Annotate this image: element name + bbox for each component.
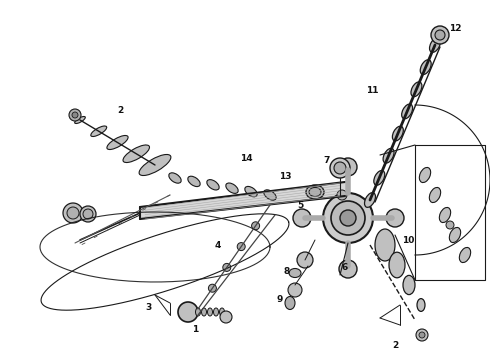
Circle shape <box>416 329 428 341</box>
Circle shape <box>293 209 311 227</box>
Circle shape <box>251 222 260 230</box>
Ellipse shape <box>188 176 200 186</box>
Text: 10: 10 <box>402 235 414 244</box>
Ellipse shape <box>365 193 375 207</box>
Ellipse shape <box>389 252 405 278</box>
Ellipse shape <box>402 104 413 119</box>
Circle shape <box>331 201 365 235</box>
Circle shape <box>334 162 346 174</box>
Ellipse shape <box>419 167 431 183</box>
Circle shape <box>341 211 355 225</box>
Ellipse shape <box>449 228 461 243</box>
Ellipse shape <box>306 185 324 199</box>
Text: 1: 1 <box>192 325 198 334</box>
Circle shape <box>446 221 454 229</box>
Ellipse shape <box>411 82 422 96</box>
Circle shape <box>80 206 96 222</box>
Text: 6: 6 <box>342 264 348 273</box>
Text: 5: 5 <box>297 201 303 210</box>
Circle shape <box>237 243 245 251</box>
Circle shape <box>220 311 232 323</box>
Text: 4: 4 <box>215 240 221 249</box>
Circle shape <box>67 207 79 219</box>
Ellipse shape <box>196 308 200 316</box>
Ellipse shape <box>430 38 441 52</box>
Circle shape <box>386 209 404 227</box>
Ellipse shape <box>417 298 425 311</box>
Circle shape <box>178 302 198 322</box>
Ellipse shape <box>74 117 85 123</box>
Text: 7: 7 <box>324 156 330 165</box>
Text: 13: 13 <box>279 171 291 180</box>
Circle shape <box>340 210 356 226</box>
Text: 8: 8 <box>284 267 290 276</box>
Circle shape <box>223 264 231 271</box>
Circle shape <box>63 203 83 223</box>
Circle shape <box>339 158 357 176</box>
Ellipse shape <box>264 190 276 200</box>
Circle shape <box>431 26 449 44</box>
Circle shape <box>208 284 217 292</box>
Text: 14: 14 <box>240 153 252 162</box>
Ellipse shape <box>403 275 415 294</box>
Circle shape <box>330 158 350 178</box>
Circle shape <box>419 332 425 338</box>
Circle shape <box>323 193 373 243</box>
Text: 2: 2 <box>392 341 398 350</box>
Text: 12: 12 <box>449 23 461 32</box>
Ellipse shape <box>392 126 403 141</box>
Ellipse shape <box>207 180 219 190</box>
Ellipse shape <box>285 297 295 310</box>
Ellipse shape <box>201 308 206 316</box>
Ellipse shape <box>207 308 213 316</box>
Circle shape <box>288 283 302 297</box>
Text: 11: 11 <box>366 86 378 95</box>
Ellipse shape <box>107 135 128 149</box>
Circle shape <box>334 204 362 232</box>
Circle shape <box>83 209 93 219</box>
Ellipse shape <box>220 308 224 316</box>
Ellipse shape <box>123 145 149 162</box>
Ellipse shape <box>375 229 395 261</box>
Ellipse shape <box>374 171 385 185</box>
Ellipse shape <box>289 269 301 278</box>
Ellipse shape <box>214 308 219 316</box>
Text: 3: 3 <box>145 303 151 312</box>
Text: 9: 9 <box>277 296 283 305</box>
Ellipse shape <box>440 207 451 222</box>
Circle shape <box>326 196 370 240</box>
Circle shape <box>435 30 445 40</box>
Text: 2: 2 <box>117 105 123 114</box>
Circle shape <box>337 190 347 200</box>
Ellipse shape <box>309 188 321 197</box>
Ellipse shape <box>91 126 107 136</box>
Ellipse shape <box>245 186 257 197</box>
Circle shape <box>339 260 357 278</box>
Ellipse shape <box>139 154 171 176</box>
Circle shape <box>72 112 78 118</box>
Ellipse shape <box>420 60 431 75</box>
Polygon shape <box>140 182 345 219</box>
Ellipse shape <box>226 183 238 193</box>
Ellipse shape <box>459 247 471 262</box>
Circle shape <box>69 109 81 121</box>
Ellipse shape <box>383 148 394 163</box>
Ellipse shape <box>169 173 181 183</box>
Ellipse shape <box>429 188 441 203</box>
Circle shape <box>297 252 313 268</box>
